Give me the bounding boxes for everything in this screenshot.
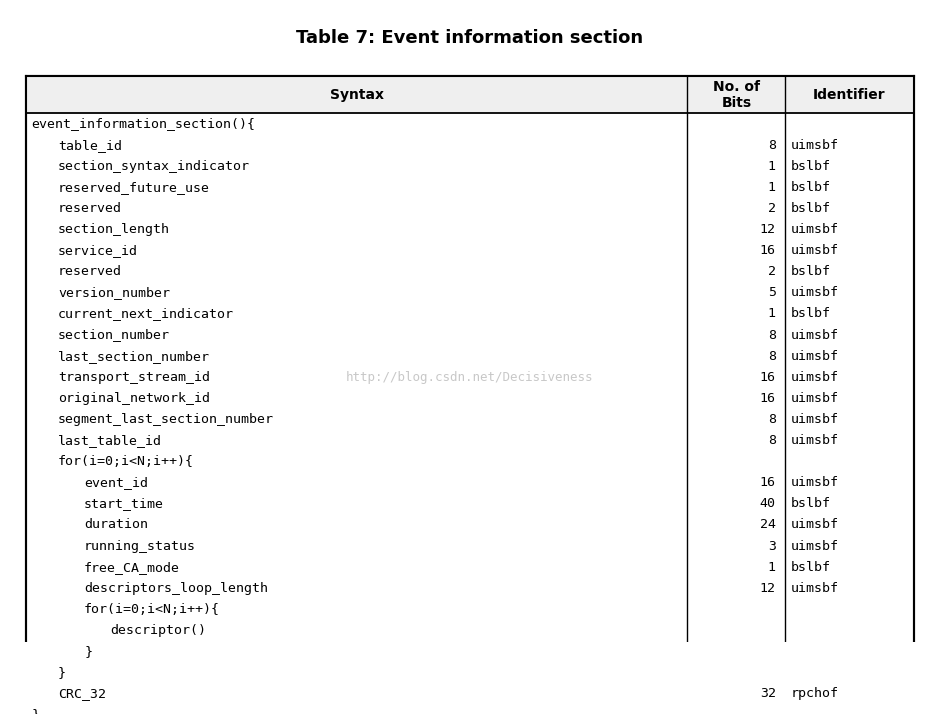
Text: service_id: service_id <box>58 244 138 257</box>
Text: uimsbf: uimsbf <box>791 540 838 553</box>
Text: uimsbf: uimsbf <box>791 350 838 363</box>
Text: bslbf: bslbf <box>791 160 831 173</box>
Text: uimsbf: uimsbf <box>791 434 838 447</box>
Text: event_id: event_id <box>84 476 149 489</box>
Text: bslbf: bslbf <box>791 560 831 573</box>
Text: uimsbf: uimsbf <box>791 244 838 257</box>
Text: uimsbf: uimsbf <box>791 392 838 405</box>
Text: for(i=0;i<N;i++){: for(i=0;i<N;i++){ <box>58 455 194 468</box>
Text: uimsbf: uimsbf <box>791 223 838 236</box>
Text: 1: 1 <box>768 560 775 573</box>
Text: 16: 16 <box>760 244 776 257</box>
Text: 40: 40 <box>760 498 776 511</box>
Text: uimsbf: uimsbf <box>791 371 838 383</box>
Text: duration: duration <box>84 518 149 531</box>
Text: uimsbf: uimsbf <box>791 286 838 299</box>
Text: reserved: reserved <box>58 265 122 278</box>
Text: 1: 1 <box>768 160 775 173</box>
Text: 12: 12 <box>760 223 776 236</box>
Text: bslbf: bslbf <box>791 498 831 511</box>
Text: original_network_id: original_network_id <box>58 392 210 405</box>
Text: 12: 12 <box>760 582 776 595</box>
Text: running_status: running_status <box>84 540 196 553</box>
Text: uimsbf: uimsbf <box>791 328 838 341</box>
Text: 16: 16 <box>760 476 776 489</box>
Text: table_id: table_id <box>58 139 122 151</box>
Text: rpchof: rpchof <box>791 688 838 700</box>
Text: Table 7: Event information section: Table 7: Event information section <box>296 29 644 46</box>
Text: 8: 8 <box>768 413 775 426</box>
Text: section_number: section_number <box>58 328 170 341</box>
Text: version_number: version_number <box>58 286 170 299</box>
Text: start_time: start_time <box>84 498 164 511</box>
Text: 5: 5 <box>768 286 775 299</box>
Text: for(i=0;i<N;i++){: for(i=0;i<N;i++){ <box>84 603 220 616</box>
Text: uimsbf: uimsbf <box>791 476 838 489</box>
Text: reserved: reserved <box>58 202 122 215</box>
Text: 24: 24 <box>760 518 776 531</box>
Text: section_length: section_length <box>58 223 170 236</box>
Bar <box>26 76 914 114</box>
Text: bslbf: bslbf <box>791 308 831 321</box>
Text: 2: 2 <box>768 265 775 278</box>
Text: uimsbf: uimsbf <box>791 139 838 151</box>
Text: Identifier: Identifier <box>813 88 885 102</box>
Text: uimsbf: uimsbf <box>791 582 838 595</box>
Text: event_information_section(){: event_information_section(){ <box>32 118 256 131</box>
Text: Syntax: Syntax <box>330 88 384 102</box>
Text: 32: 32 <box>760 688 776 700</box>
Text: last_section_number: last_section_number <box>58 350 210 363</box>
Text: descriptors_loop_length: descriptors_loop_length <box>84 582 268 595</box>
Text: bslbf: bslbf <box>791 265 831 278</box>
Text: 1: 1 <box>768 181 775 193</box>
Text: uimsbf: uimsbf <box>791 413 838 426</box>
Text: 1: 1 <box>768 308 775 321</box>
Text: bslbf: bslbf <box>791 181 831 193</box>
Text: 16: 16 <box>760 371 776 383</box>
Text: 8: 8 <box>768 328 775 341</box>
Text: uimsbf: uimsbf <box>791 518 838 531</box>
Text: 8: 8 <box>768 434 775 447</box>
Text: segment_last_section_number: segment_last_section_number <box>58 413 274 426</box>
Text: No. of
Bits: No. of Bits <box>713 80 760 110</box>
Text: current_next_indicator: current_next_indicator <box>58 308 234 321</box>
Text: section_syntax_indicator: section_syntax_indicator <box>58 160 250 173</box>
Text: }: } <box>84 645 92 658</box>
Text: bslbf: bslbf <box>791 202 831 215</box>
Text: last_table_id: last_table_id <box>58 434 162 447</box>
Text: 2: 2 <box>768 202 775 215</box>
Text: descriptor(): descriptor() <box>110 624 206 637</box>
Text: free_CA_mode: free_CA_mode <box>84 560 180 573</box>
Text: reserved_future_use: reserved_future_use <box>58 181 210 193</box>
Text: 8: 8 <box>768 350 775 363</box>
Text: 3: 3 <box>768 540 775 553</box>
Text: transport_stream_id: transport_stream_id <box>58 371 210 383</box>
Text: }: } <box>32 708 39 714</box>
Text: http://blog.csdn.net/Decisiveness: http://blog.csdn.net/Decisiveness <box>346 371 594 383</box>
Text: 8: 8 <box>768 139 775 151</box>
Text: 16: 16 <box>760 392 776 405</box>
Text: CRC_32: CRC_32 <box>58 688 106 700</box>
Text: }: } <box>58 666 66 679</box>
